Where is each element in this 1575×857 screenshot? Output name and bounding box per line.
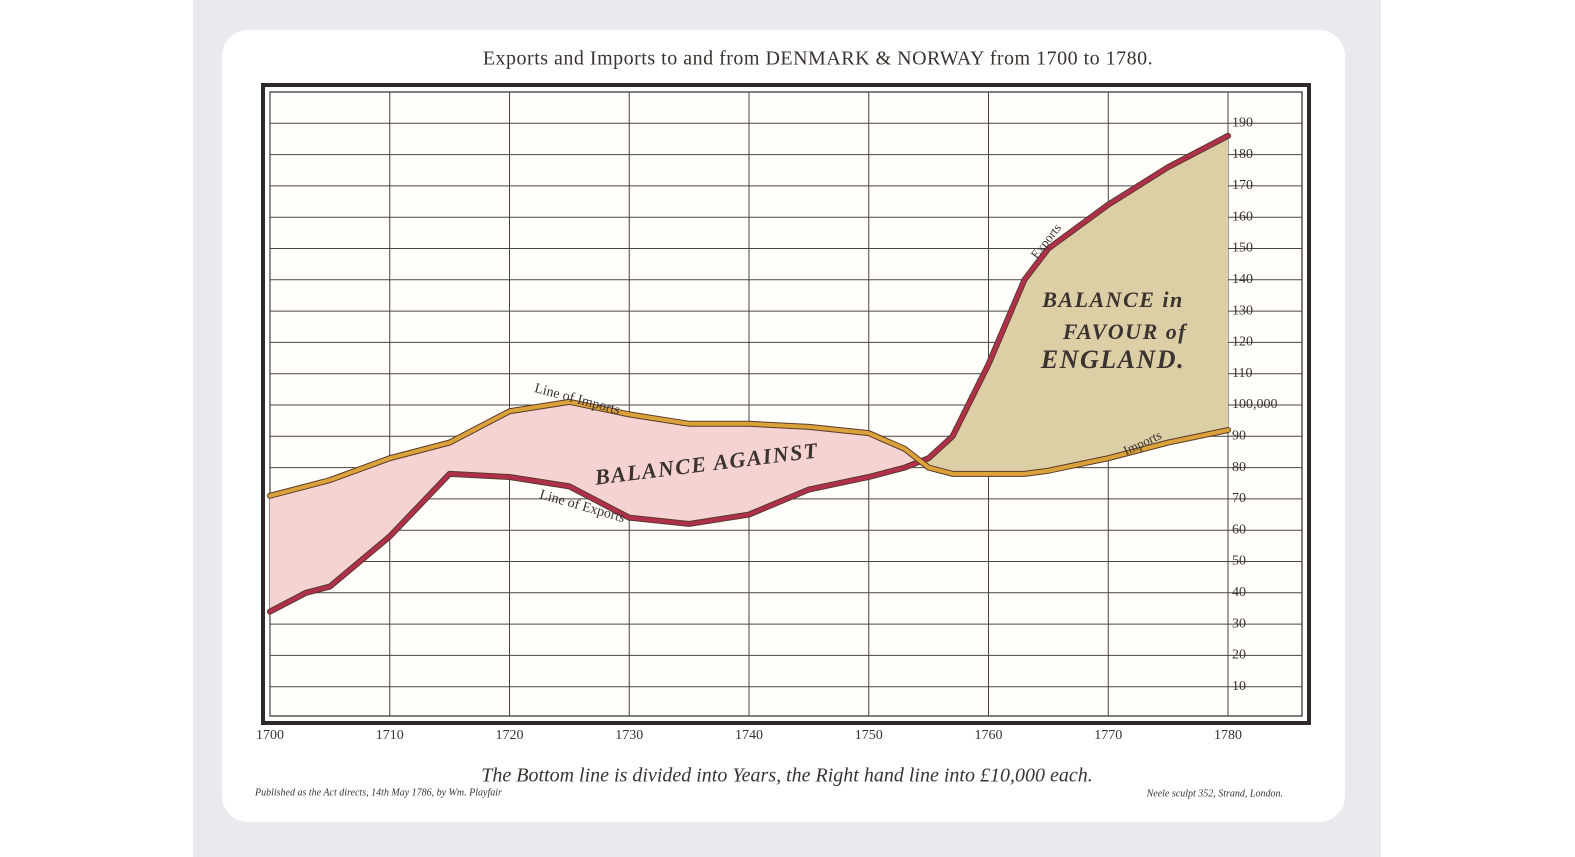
y-tick-label: 90 (1232, 429, 1246, 444)
x-tick-label: 1730 (615, 728, 643, 743)
chart-title: Exports and Imports to and from DENMARK … (483, 48, 1153, 70)
series-line (268, 399, 1230, 498)
x-tick-label: 1720 (496, 728, 524, 743)
y-tick-label: 150 (1232, 241, 1253, 256)
x-tick-label: 1750 (855, 728, 883, 743)
annotation: FAVOUR of (1062, 319, 1188, 344)
outer-frame (261, 83, 1311, 725)
y-tick-label: 190 (1232, 116, 1253, 131)
series-line (268, 133, 1230, 614)
x-tick-label: 1780 (1214, 728, 1242, 743)
annotation: ENGLAND. (1040, 345, 1185, 374)
annotation: BALANCE in (1041, 287, 1184, 312)
y-tick-label: 130 (1232, 303, 1253, 318)
x-tick-label: 1770 (1094, 728, 1122, 743)
y-tick-label: 120 (1232, 335, 1253, 350)
x-tick-label: 1710 (376, 728, 404, 743)
footer: The Bottom line is divided into Years, t… (481, 765, 1092, 787)
y-tick-label: 70 (1232, 491, 1246, 506)
x-tick-label: 1740 (735, 728, 763, 743)
y-tick-label: 110 (1232, 366, 1252, 381)
y-tick-label: 30 (1232, 616, 1246, 631)
engraver-note: Neele sculpt 352, Strand, London. (1146, 788, 1283, 799)
y-tick-label: 140 (1232, 272, 1253, 287)
y-tick-label: 100,000 (1232, 397, 1278, 412)
y-tick-label: 10 (1232, 679, 1246, 694)
y-tick-label: 20 (1232, 648, 1246, 663)
y-tick-label: 60 (1232, 522, 1246, 537)
x-tick-label: 1760 (975, 728, 1003, 743)
y-tick-label: 40 (1232, 585, 1246, 600)
y-tick-label: 170 (1232, 178, 1253, 193)
y-tick-label: 180 (1232, 147, 1253, 162)
y-tick-label: 160 (1232, 209, 1253, 224)
publisher-note: Published as the Act directs, 14th May 1… (254, 787, 502, 798)
y-tick-label: 50 (1232, 554, 1246, 569)
y-tick-label: 80 (1232, 460, 1246, 475)
x-tick-label: 1700 (256, 728, 284, 743)
